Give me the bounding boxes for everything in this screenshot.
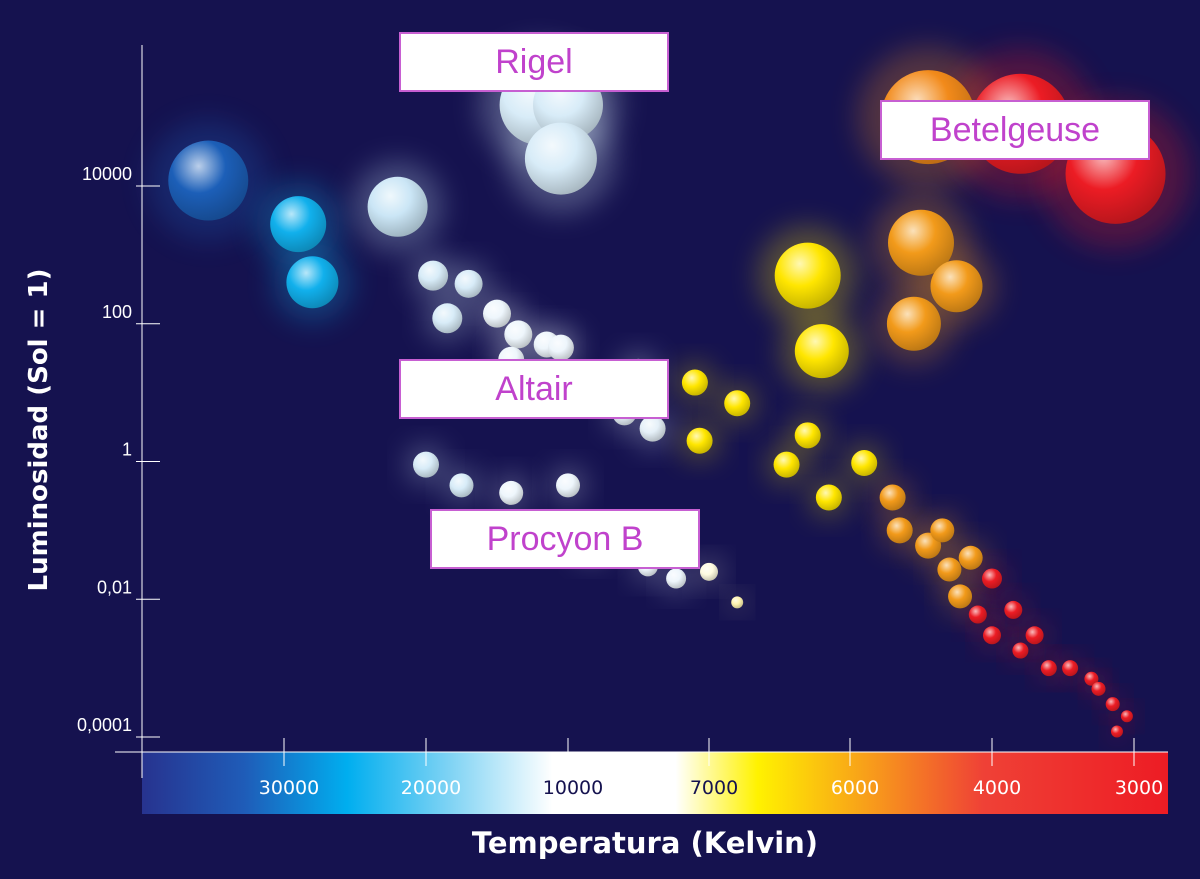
star-point-giants [774, 242, 841, 309]
x-tick-label: 4000 [973, 777, 1021, 799]
star-point-main-sequence [794, 422, 821, 449]
x-axis-ticks: 30000 20000 10000 7000 6000 4000 3000 [259, 738, 1163, 799]
star-point-giants [930, 260, 983, 313]
star-point-main-sequence [1084, 671, 1099, 686]
star-point-main-sequence [270, 196, 327, 253]
star-point-main-sequence [968, 605, 987, 624]
star-point-main-sequence [686, 427, 713, 454]
y-tick-label: 1 [122, 440, 132, 460]
star-point-main-sequence [483, 299, 511, 328]
star-point-main-sequence [937, 557, 962, 582]
x-tick-label: 3000 [1115, 777, 1163, 799]
star-point-main-sequence [851, 450, 878, 477]
label-procyon-b: Procyon B [430, 509, 700, 569]
star-point-white-dwarfs [556, 473, 580, 498]
star-point-main-sequence [418, 260, 449, 291]
star-point-main-sequence [983, 626, 1001, 645]
x-tick-label: 10000 [543, 777, 603, 799]
star-point-main-sequence [1110, 725, 1123, 738]
star-point-main-sequence [1040, 660, 1057, 677]
y-tick-label: 0,0001 [77, 715, 132, 735]
star-point-giants [888, 209, 954, 276]
label-altair: Altair [399, 359, 669, 419]
y-tick-label: 10000 [82, 164, 132, 184]
star-point-main-sequence [982, 568, 1002, 589]
star-point-main-sequence [886, 517, 913, 544]
star-point-white-dwarfs [700, 562, 718, 581]
x-tick-label: 20000 [401, 777, 461, 799]
y-tick-label: 100 [102, 302, 132, 322]
star-point-main-sequence [639, 415, 666, 442]
star-point-white-dwarfs [449, 473, 474, 498]
x-tick-label: 30000 [259, 777, 319, 799]
x-axis-title: Temperatura (Kelvin) [471, 826, 819, 860]
star-point-main-sequence [815, 484, 842, 511]
star-point-main-sequence [773, 451, 800, 478]
star-point-main-sequence [879, 484, 906, 511]
star-point-white-dwarfs [499, 480, 524, 505]
x-tick-label: 7000 [690, 777, 738, 799]
star-point-main-sequence [454, 269, 483, 298]
y-axis-title: Luminosidad (Sol = 1) [24, 268, 54, 592]
star-point-main-sequence [1004, 600, 1023, 619]
star-point-main-sequence [1012, 642, 1029, 659]
star-point-white-dwarfs [731, 596, 744, 609]
x-tick-label: 6000 [831, 777, 879, 799]
star-point-white-dwarfs [666, 568, 687, 589]
star-point-main-sequence [504, 320, 533, 349]
label-rigel: Rigel [399, 32, 669, 92]
star-point-main-sequence [1062, 660, 1079, 677]
star-point-main-sequence [1025, 626, 1044, 645]
star-point-main-sequence [948, 584, 973, 609]
star-point-main-sequence [958, 545, 983, 570]
star-point-giants [886, 296, 941, 351]
star-point-blue-supergiants [524, 122, 597, 195]
star-point-main-sequence [1091, 681, 1106, 696]
star-point-white-dwarfs [413, 451, 439, 478]
star-point-main-sequence [1120, 710, 1133, 723]
star-point-main-sequence [1105, 697, 1120, 712]
star-point-main-sequence [286, 256, 339, 309]
star-point-main-sequence [547, 334, 574, 361]
star-point-main-sequence [432, 303, 463, 334]
star-point-main-sequence [367, 176, 428, 237]
y-tick-label: 0,01 [97, 577, 132, 597]
temperature-colorbar [142, 752, 1168, 814]
star-point-main-sequence [930, 518, 955, 543]
star-point-main-sequence [724, 390, 751, 417]
star-point-giants [794, 324, 849, 379]
label-betelgeuse: Betelgeuse [880, 100, 1150, 160]
star-point-main-sequence [168, 140, 249, 221]
star-point-main-sequence [681, 369, 708, 396]
y-axis-ticks: 10000 100 1 0,01 0,0001 [77, 164, 160, 738]
